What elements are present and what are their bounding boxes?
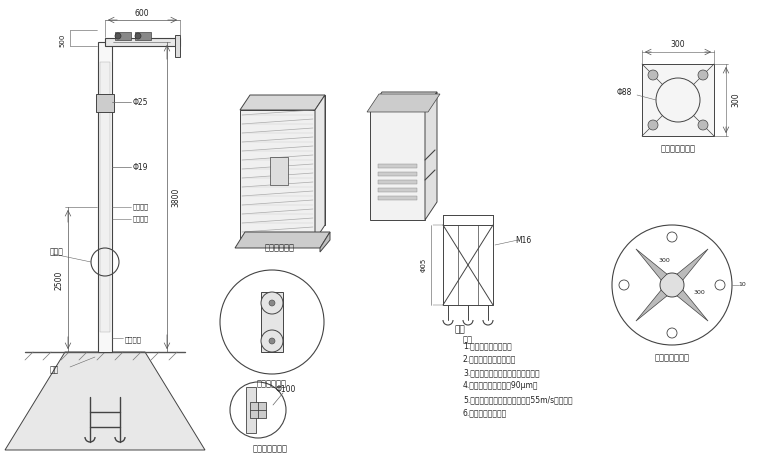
Text: 300: 300: [670, 39, 686, 48]
Circle shape: [269, 300, 275, 306]
Text: 5.立杆、底膇和其它部件应能抗55m/s的风速。: 5.立杆、底膇和其它部件应能抗55m/s的风速。: [463, 395, 572, 404]
Circle shape: [698, 120, 708, 130]
Text: 3800: 3800: [172, 188, 181, 207]
Circle shape: [660, 273, 684, 297]
Bar: [96, 94, 114, 112]
Bar: [105, 38, 180, 46]
Text: 说明: 说明: [455, 325, 466, 334]
Text: Φ100: Φ100: [276, 385, 296, 394]
Bar: [443, 225, 493, 305]
Polygon shape: [250, 95, 325, 225]
Text: 底座法兰正视图: 底座法兰正视图: [660, 144, 695, 154]
Polygon shape: [240, 110, 315, 240]
Polygon shape: [636, 290, 667, 321]
Bar: [261, 292, 283, 352]
Polygon shape: [235, 232, 330, 248]
Bar: [98, 42, 112, 352]
Text: 6.接地、避雷针可折: 6.接地、避雷针可折: [463, 408, 507, 417]
Polygon shape: [5, 352, 205, 450]
Bar: [250, 402, 266, 418]
Text: Φ19: Φ19: [133, 163, 148, 172]
Circle shape: [261, 292, 283, 314]
Text: 维修孔放大图: 维修孔放大图: [257, 379, 287, 389]
Text: Φ88: Φ88: [616, 87, 632, 96]
Text: 600: 600: [135, 8, 149, 17]
Text: 300: 300: [694, 290, 706, 296]
Bar: [270, 157, 288, 185]
Bar: [642, 64, 714, 136]
Text: 底座法兰放大图: 底座法兰放大图: [654, 353, 689, 362]
Circle shape: [698, 70, 708, 80]
Text: 2500: 2500: [55, 270, 64, 290]
Circle shape: [269, 338, 275, 344]
Circle shape: [667, 232, 677, 242]
Polygon shape: [425, 92, 437, 220]
Polygon shape: [370, 92, 437, 110]
Bar: [378, 172, 417, 176]
Polygon shape: [315, 95, 325, 240]
Circle shape: [135, 33, 141, 39]
Polygon shape: [677, 249, 708, 280]
Text: 桥机法兰放大图: 桥机法兰放大图: [253, 445, 288, 454]
Circle shape: [230, 382, 286, 438]
Polygon shape: [367, 94, 440, 112]
Text: 300: 300: [731, 93, 740, 107]
Circle shape: [648, 120, 658, 130]
Bar: [378, 188, 417, 192]
Polygon shape: [636, 249, 667, 280]
Text: 300: 300: [658, 258, 670, 263]
Bar: [100, 62, 110, 332]
Circle shape: [648, 70, 658, 80]
Text: 上部色调: 上部色调: [133, 204, 149, 210]
Text: Φ05: Φ05: [421, 258, 427, 272]
Text: 4.钉管镖锡锌层厚度为90μm。: 4.钉管镖锡锌层厚度为90μm。: [463, 382, 539, 391]
Text: 3.喷涂后不再进行任何加工和焊接。: 3.喷涂后不再进行任何加工和焊接。: [463, 368, 540, 377]
Circle shape: [656, 78, 700, 122]
Polygon shape: [115, 32, 131, 40]
Bar: [246, 387, 256, 433]
Polygon shape: [135, 32, 151, 40]
Circle shape: [612, 225, 732, 345]
Text: 1.主干为国标镖锡管。: 1.主干为国标镖锡管。: [463, 341, 511, 350]
Text: M16: M16: [515, 235, 531, 244]
Bar: [378, 196, 417, 200]
Text: 10: 10: [738, 282, 746, 288]
Circle shape: [115, 33, 121, 39]
Text: 底座法兰: 底座法兰: [125, 337, 142, 343]
Text: 500: 500: [59, 33, 65, 47]
Polygon shape: [370, 110, 425, 220]
Circle shape: [220, 270, 324, 374]
Text: 2.上下法兰加强隆连接。: 2.上下法兰加强隆连接。: [463, 354, 516, 363]
Text: 地笼: 地笼: [463, 336, 473, 345]
Polygon shape: [320, 232, 330, 252]
Polygon shape: [240, 95, 325, 110]
Circle shape: [619, 280, 629, 290]
Text: 地笼: 地笼: [50, 366, 59, 375]
Circle shape: [667, 328, 677, 338]
Bar: [378, 164, 417, 168]
Bar: [175, 35, 180, 57]
Polygon shape: [677, 290, 708, 321]
Text: 下部色调: 下部色调: [133, 216, 149, 222]
Text: 维修孔: 维修孔: [50, 248, 64, 257]
Text: Φ25: Φ25: [133, 97, 148, 107]
Bar: [378, 180, 417, 184]
Circle shape: [261, 330, 283, 352]
Text: 防水筱放大图: 防水筱放大图: [265, 243, 295, 252]
Circle shape: [715, 280, 725, 290]
